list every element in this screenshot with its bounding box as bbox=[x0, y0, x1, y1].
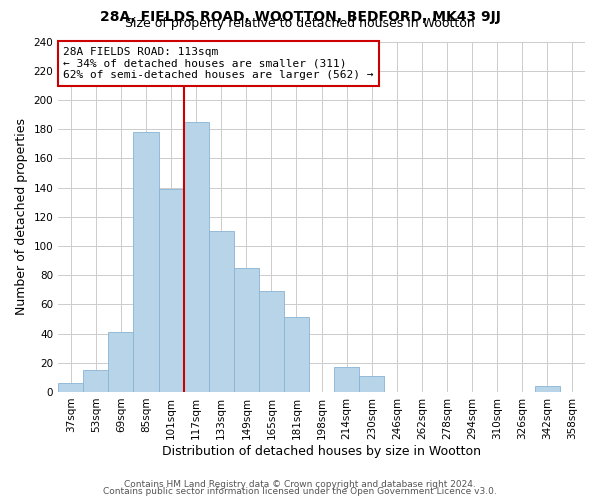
Bar bbox=[133, 132, 158, 392]
Bar bbox=[535, 386, 560, 392]
Text: Contains public sector information licensed under the Open Government Licence v3: Contains public sector information licen… bbox=[103, 487, 497, 496]
Bar bbox=[58, 383, 83, 392]
Text: 28A, FIELDS ROAD, WOOTTON, BEDFORD, MK43 9JJ: 28A, FIELDS ROAD, WOOTTON, BEDFORD, MK43… bbox=[100, 10, 500, 24]
Text: 28A FIELDS ROAD: 113sqm
← 34% of detached houses are smaller (311)
62% of semi-d: 28A FIELDS ROAD: 113sqm ← 34% of detache… bbox=[64, 47, 374, 80]
Bar bbox=[83, 370, 109, 392]
Text: Contains HM Land Registry data © Crown copyright and database right 2024.: Contains HM Land Registry data © Crown c… bbox=[124, 480, 476, 489]
Bar bbox=[334, 367, 359, 392]
Bar bbox=[209, 232, 234, 392]
Bar bbox=[158, 189, 184, 392]
Bar bbox=[359, 376, 385, 392]
Bar bbox=[184, 122, 209, 392]
Text: Size of property relative to detached houses in Wootton: Size of property relative to detached ho… bbox=[125, 18, 475, 30]
X-axis label: Distribution of detached houses by size in Wootton: Distribution of detached houses by size … bbox=[162, 444, 481, 458]
Bar bbox=[109, 332, 133, 392]
Bar bbox=[284, 318, 309, 392]
Y-axis label: Number of detached properties: Number of detached properties bbox=[15, 118, 28, 315]
Bar bbox=[259, 291, 284, 392]
Bar bbox=[234, 268, 259, 392]
